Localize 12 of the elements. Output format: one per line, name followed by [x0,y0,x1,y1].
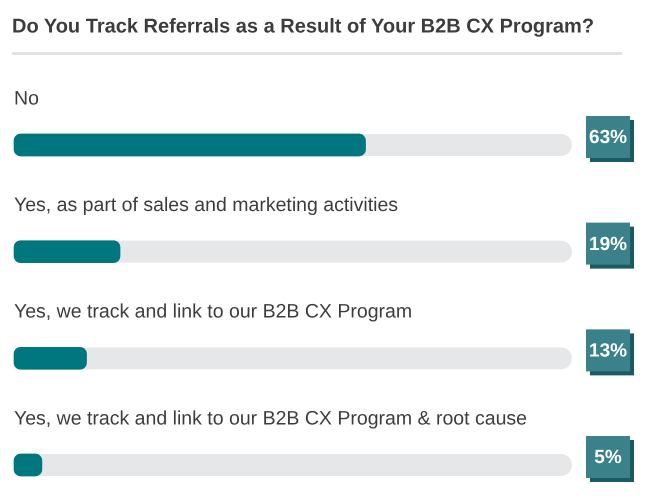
data-label: 13% [589,340,628,362]
bar [14,454,42,476]
bar [14,240,120,263]
y-tick-label: Yes, we track and link to our B2B CX Program [14,300,412,323]
chart-title: Do You Track Referrals as a Result of Your B2B CX Program? [12,16,594,38]
data-label: 5% [594,447,622,468]
data-label: 63% [589,127,628,148]
bar [14,347,87,370]
y-tick-label: No [14,87,40,110]
y-tick-label: Yes, as part of sales and marketing activities [14,194,398,216]
data-label: 19% [589,234,628,255]
y-tick-label: Yes, we track and link to our B2B CX Program & root cause [14,407,528,430]
